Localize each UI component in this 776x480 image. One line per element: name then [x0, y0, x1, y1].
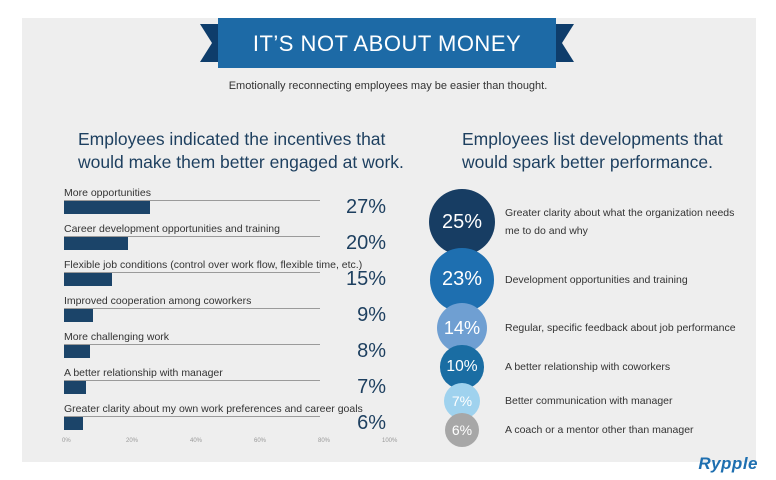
subtitle: Emotionally reconnecting employees may b…	[228, 80, 548, 92]
bar-baseline	[64, 200, 320, 201]
x-tick-label: 100%	[382, 438, 398, 444]
bar-value-label: 7%	[357, 376, 386, 398]
bar	[64, 345, 90, 358]
x-tick-label: 40%	[190, 438, 203, 444]
bar	[64, 381, 87, 394]
incentives-bar-chart: More opportunities 27% Career development …	[62, 180, 398, 450]
bubble: 23%	[430, 248, 494, 312]
bar-baseline	[64, 236, 320, 237]
background-panel	[22, 18, 756, 462]
bar-value-label: 6%	[357, 412, 386, 434]
bar-value-label: 8%	[357, 340, 386, 362]
x-tick-label: 80%	[318, 438, 331, 444]
bubble-label: A coach or a mentor other than manager	[505, 424, 694, 436]
bubble-label: A better relationship with coworkers	[505, 361, 671, 373]
banner-title: IT’S NOT ABOUT MONEY	[252, 31, 522, 56]
banner-ribbon-shape	[200, 18, 574, 68]
bar-baseline	[64, 380, 320, 381]
bubble: 10%	[440, 345, 484, 389]
bubble-label: Development opportunities and training	[505, 274, 688, 286]
bar	[64, 309, 93, 322]
bar	[64, 417, 84, 430]
bar-baseline	[64, 416, 320, 417]
bar-baseline	[64, 308, 320, 309]
bar-label: Flexible job conditions (control over wo…	[64, 259, 363, 271]
x-tick-label: 60%	[254, 438, 267, 444]
bubble-label: Regular, specific feedback about job per…	[505, 322, 736, 334]
bar	[64, 201, 151, 214]
bubble-label: Greater clarity about what the organizat…	[505, 207, 735, 237]
x-tick-label: 20%	[126, 438, 139, 444]
bar-label: Improved cooperation among coworkers	[64, 295, 252, 307]
bar-baseline	[64, 272, 320, 273]
bar-label: More challenging work	[64, 331, 170, 343]
x-tick-label: 0%	[62, 438, 71, 444]
bar-value-label: 27%	[345, 196, 386, 218]
bubble-label: Better communication with manager	[505, 395, 673, 407]
bar	[64, 273, 112, 286]
rypple-logo: Rypple	[698, 454, 758, 473]
bar-label: Career development opportunities and tra…	[64, 223, 280, 235]
title-banner: IT’S NOT ABOUT MONEY	[200, 18, 574, 68]
bar-label: More opportunities	[64, 187, 151, 199]
bar	[64, 237, 128, 250]
bar-baseline	[64, 344, 320, 345]
bar-label: Greater clarity about my own work prefer…	[64, 403, 363, 415]
bubble: 25%	[429, 189, 495, 255]
bar-value-label: 15%	[345, 268, 386, 290]
developments-chart-title: Employees list developments that would s…	[462, 129, 723, 172]
bar-label: A better relationship with manager	[64, 367, 223, 379]
bubble: 6%	[444, 412, 480, 448]
incentives-chart-title: Employees indicated the incentives that …	[78, 129, 404, 172]
bar-value-label: 20%	[345, 232, 386, 254]
bar-value-label: 9%	[357, 304, 386, 326]
bubble: 14%	[436, 302, 488, 354]
